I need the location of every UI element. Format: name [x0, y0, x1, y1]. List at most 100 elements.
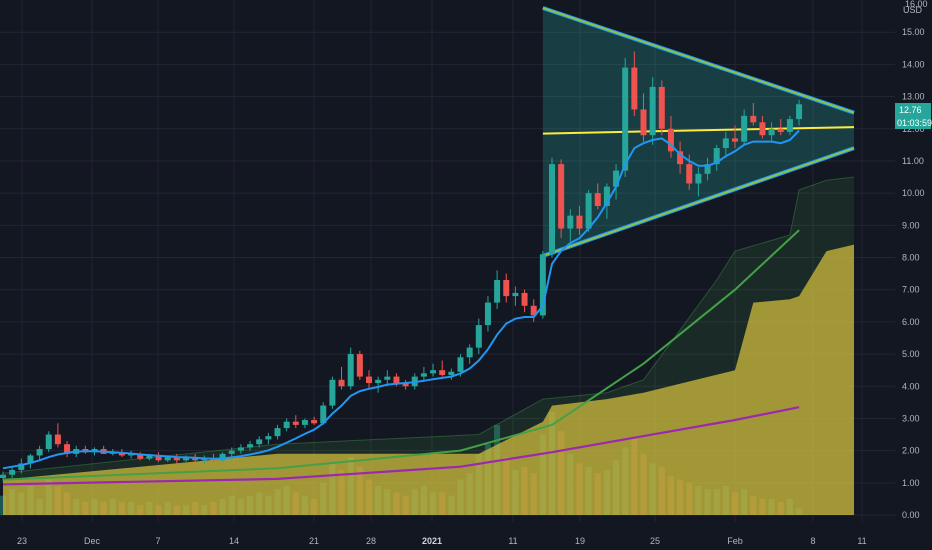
candle-body[interactable]	[558, 164, 565, 229]
currency-label: USD	[903, 5, 923, 15]
candle-body[interactable]	[503, 280, 510, 297]
candle-body[interactable]	[631, 67, 638, 110]
candle-body[interactable]	[677, 151, 684, 165]
ribbon-outer-edge	[2, 176, 855, 474]
candle-body[interactable]	[759, 122, 766, 136]
candle-body[interactable]	[247, 444, 254, 448]
candle-body[interactable]	[54, 434, 61, 445]
candle-body[interactable]	[27, 455, 34, 464]
candle-body[interactable]	[265, 436, 272, 440]
candle-body[interactable]	[521, 292, 528, 306]
candle-body[interactable]	[695, 173, 702, 184]
candle-body[interactable]	[549, 164, 555, 255]
candle-body[interactable]	[658, 86, 665, 129]
candle-body[interactable]	[741, 115, 748, 142]
candle-body[interactable]	[137, 453, 144, 459]
candle-body[interactable]	[732, 138, 738, 142]
candle-body[interactable]	[567, 215, 574, 229]
time-tick-label: 11	[508, 536, 517, 546]
candle-body[interactable]	[704, 164, 711, 174]
candle-body[interactable]	[45, 434, 52, 450]
candle-body[interactable]	[686, 164, 693, 184]
candle-body[interactable]	[320, 405, 327, 424]
candle-body[interactable]	[18, 463, 25, 470]
candle-body[interactable]	[796, 104, 803, 120]
candlesticks[interactable]	[0, 51, 803, 482]
candle-body[interactable]	[613, 170, 620, 187]
candle-body[interactable]	[384, 376, 391, 380]
candle-body[interactable]	[366, 376, 372, 384]
candle-body[interactable]	[512, 292, 519, 297]
candle-body[interactable]	[64, 444, 71, 454]
candle-body[interactable]	[420, 373, 427, 377]
candle-body[interactable]	[777, 128, 784, 132]
candle-body[interactable]	[585, 193, 592, 229]
candle-body[interactable]	[649, 86, 656, 136]
candle-body[interactable]	[0, 474, 6, 478]
candle-body[interactable]	[576, 215, 583, 229]
candle-body[interactable]	[475, 325, 482, 348]
candle-body[interactable]	[750, 115, 757, 123]
candle-body[interactable]	[393, 376, 400, 384]
candle-body[interactable]	[311, 420, 318, 424]
candle-body[interactable]	[402, 383, 409, 387]
price-axis[interactable]: USD 16.0015.0014.0013.0012.0011.0010.009…	[895, 0, 932, 522]
time-tick-label: 7	[155, 536, 160, 546]
trendline-lower[interactable]	[542, 147, 855, 257]
candle-body[interactable]	[283, 421, 290, 429]
candle-body[interactable]	[173, 457, 180, 461]
candle-body[interactable]	[228, 450, 235, 454]
candle-body[interactable]	[439, 370, 446, 375]
candle-body[interactable]	[530, 305, 537, 316]
candle-body[interactable]	[494, 280, 501, 303]
candle-body[interactable]	[128, 453, 135, 456]
candle-body[interactable]	[183, 457, 189, 461]
candle-body[interactable]	[622, 67, 629, 171]
candle-body[interactable]	[484, 302, 491, 326]
candle-body[interactable]	[301, 420, 308, 425]
candle-body[interactable]	[466, 347, 473, 358]
time-axis[interactable]: 23 Dec 7 14 21 28 2021 11 19 25 Feb 8 11	[0, 522, 932, 550]
candle-body[interactable]	[430, 370, 437, 374]
price-tick-label: 15.00	[902, 27, 925, 37]
candle-body[interactable]	[667, 128, 674, 152]
candle-body[interactable]	[219, 453, 226, 461]
triangle-fill	[542, 8, 854, 256]
time-tick-label: 2021	[422, 536, 442, 546]
candle-body[interactable]	[356, 354, 363, 377]
candle-body[interactable]	[768, 128, 775, 136]
time-tick-label: 14	[229, 536, 239, 546]
candle-body[interactable]	[274, 428, 281, 437]
horizontal-level-line[interactable]	[542, 126, 855, 135]
candle-body[interactable]	[155, 455, 162, 461]
candle-body[interactable]	[457, 357, 464, 372]
candle-body[interactable]	[594, 193, 601, 206]
candle-body[interactable]	[539, 254, 546, 316]
candle-body[interactable]	[329, 379, 336, 406]
candle-body[interactable]	[713, 148, 720, 165]
candle-body[interactable]	[9, 469, 16, 475]
candle-body[interactable]	[292, 421, 299, 425]
price-tick-label: 7.00	[902, 285, 920, 295]
candle-body[interactable]	[36, 449, 43, 456]
price-tick-label: 6.00	[902, 317, 920, 327]
candle-body[interactable]	[338, 379, 345, 387]
candle-body[interactable]	[375, 379, 382, 384]
candle-body[interactable]	[448, 371, 455, 375]
price-tick-label: 11.00	[902, 156, 924, 166]
candle-body[interactable]	[164, 457, 171, 461]
price-tick-label: 10.00	[902, 188, 925, 198]
candle-body[interactable]	[722, 138, 729, 149]
trendline-upper[interactable]	[542, 7, 855, 114]
candle-body[interactable]	[237, 447, 244, 451]
candle-body[interactable]	[640, 109, 647, 136]
candle-body[interactable]	[256, 439, 263, 445]
candle-body[interactable]	[347, 354, 354, 387]
candle-body[interactable]	[146, 455, 153, 459]
triangle-drawing[interactable]	[542, 6, 855, 258]
candle-body[interactable]	[603, 186, 610, 206]
candle-body[interactable]	[786, 119, 793, 132]
candle-body[interactable]	[201, 458, 208, 461]
